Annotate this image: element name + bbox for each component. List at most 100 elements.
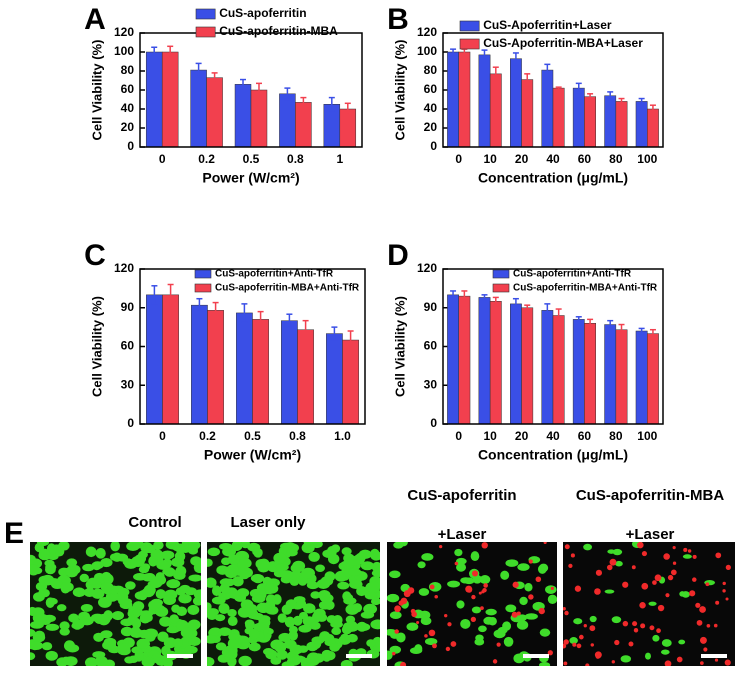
- green-cell: [612, 548, 623, 556]
- error-bar: [524, 304, 531, 312]
- green-cell: [347, 568, 362, 576]
- green-cell: [172, 638, 184, 648]
- green-cell: [414, 644, 423, 654]
- red-cell: [672, 546, 676, 550]
- green-cell: [180, 627, 193, 638]
- error-bar: [587, 318, 594, 328]
- red-cell: [641, 582, 649, 590]
- green-cell: [227, 609, 237, 617]
- legend-label: CuS-apoferritin: [219, 6, 306, 20]
- green-cell: [116, 553, 129, 562]
- green-cell: [153, 542, 164, 550]
- green-cell: [215, 642, 227, 651]
- green-cell: [183, 645, 198, 654]
- green-cell: [33, 592, 45, 602]
- green-cell: [545, 585, 557, 594]
- error-bar: [212, 301, 219, 319]
- error-bar: [607, 91, 614, 101]
- bar: [478, 54, 491, 148]
- bar: [447, 51, 459, 148]
- green-cell: [124, 558, 138, 569]
- green-cell: [371, 619, 380, 630]
- red-cell: [683, 547, 688, 553]
- green-cell: [280, 570, 294, 580]
- green-cell: [127, 615, 137, 625]
- error-bar: [555, 86, 562, 90]
- error-bar: [331, 326, 338, 341]
- red-cell: [667, 574, 674, 581]
- legend-label: CuS-apoferritin+Anti-TfR: [513, 269, 632, 280]
- x-tick-label: 1: [336, 152, 343, 166]
- x-tick-label: 10: [483, 152, 497, 166]
- bar: [647, 333, 659, 425]
- error-bar: [257, 310, 264, 328]
- error-bar: [195, 62, 202, 78]
- x-tick-label: 0.5: [243, 152, 260, 166]
- red-cell: [589, 625, 596, 632]
- green-cell: [366, 581, 380, 593]
- green-cell: [470, 551, 480, 562]
- green-cell: [424, 637, 438, 646]
- legend-label: CuS-Apoferritin+Laser: [483, 18, 612, 32]
- green-cell: [35, 613, 49, 622]
- red-cell: [394, 605, 401, 613]
- green-cell: [60, 582, 74, 592]
- red-cell: [574, 585, 582, 592]
- green-cell: [79, 573, 89, 583]
- x-tick-label: 0.2: [198, 152, 215, 166]
- error-bar: [481, 294, 488, 301]
- green-cell: [218, 627, 232, 636]
- green-cell: [190, 556, 201, 566]
- green-cell: [315, 564, 325, 573]
- error-bar: [167, 45, 174, 59]
- green-cell: [46, 597, 58, 605]
- green-cell: [140, 542, 153, 554]
- error-bar: [481, 49, 488, 61]
- red-cell: [428, 629, 436, 637]
- green-cell: [237, 606, 252, 618]
- x-tick-label: 80: [609, 429, 623, 443]
- green-cell: [248, 642, 261, 652]
- green-cell: [331, 627, 342, 636]
- error-bar: [512, 297, 519, 310]
- green-cell: [319, 631, 331, 642]
- x-tick-label: 0: [455, 429, 462, 443]
- green-cell: [538, 563, 549, 573]
- red-cell: [563, 607, 566, 611]
- green-cell: [406, 622, 419, 631]
- green-cell: [644, 652, 651, 660]
- green-cell: [211, 585, 222, 597]
- green-cell: [347, 556, 362, 566]
- micrograph: [30, 542, 201, 666]
- bar: [584, 96, 596, 148]
- green-cell: [454, 548, 463, 557]
- red-cell: [706, 623, 711, 628]
- red-cell: [447, 622, 452, 627]
- green-cell: [318, 589, 331, 601]
- bar: [615, 329, 628, 425]
- green-cell: [219, 543, 233, 551]
- green-cell: [573, 618, 583, 625]
- red-cell: [454, 561, 459, 566]
- legend-swatch: [492, 283, 510, 293]
- green-cell: [155, 589, 166, 599]
- green-cell: [238, 655, 252, 666]
- green-cell: [162, 568, 176, 576]
- green-cell: [149, 577, 163, 588]
- green-cell: [270, 657, 282, 665]
- green-cell: [460, 577, 472, 584]
- green-cell: [278, 632, 292, 642]
- y-tick-label: 90: [121, 300, 135, 314]
- green-cell: [63, 640, 76, 652]
- green-cell: [289, 644, 304, 655]
- green-cell: [363, 603, 378, 615]
- green-cell: [207, 577, 217, 588]
- red-cell: [585, 663, 590, 666]
- y-axis-label: Cell Viability (%): [392, 40, 407, 141]
- micrograph-bg: [387, 542, 557, 666]
- green-cell: [227, 616, 238, 627]
- red-cell: [400, 661, 407, 666]
- green-cell: [389, 645, 402, 654]
- legend-label: CuS-Apoferritin-MBA+Laser: [483, 36, 643, 50]
- y-tick-label: 100: [114, 44, 134, 58]
